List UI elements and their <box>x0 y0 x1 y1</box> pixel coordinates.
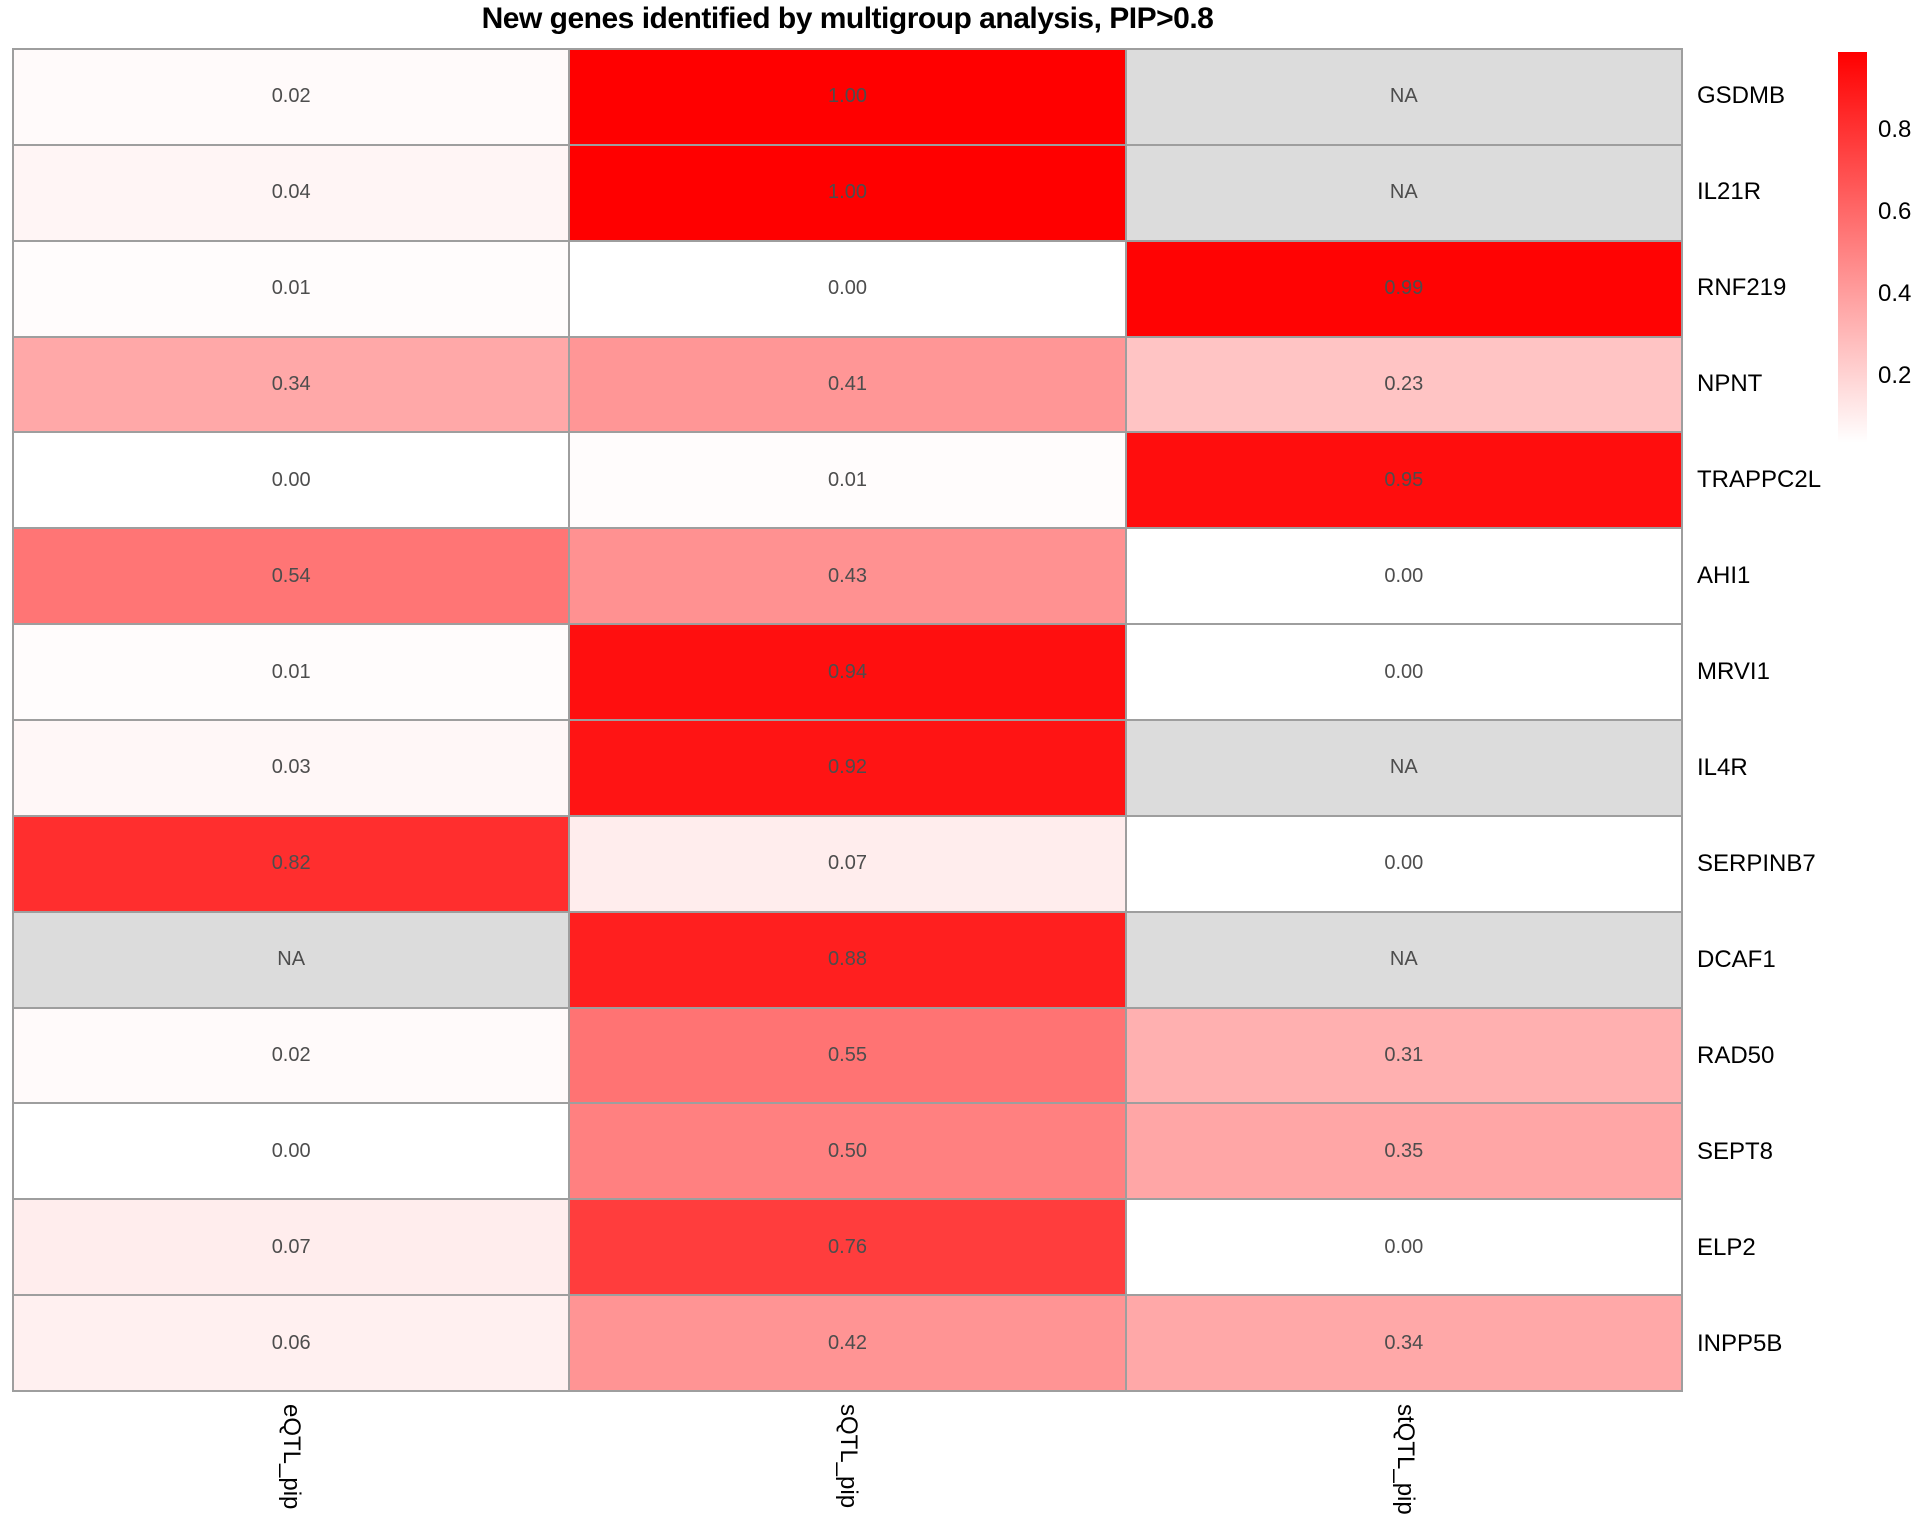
row-label-GSDMB: GSDMB <box>1697 82 1786 109</box>
row-label-NPNT: NPNT <box>1697 370 1763 397</box>
heatmap-cell-IL4R-sQTL_pip: 0.92 <box>570 720 1125 815</box>
chart-title: New genes identified by multigroup analy… <box>481 2 1214 35</box>
heatmap-cell-RAD50-stQTL_pip: 0.31 <box>1126 1008 1681 1103</box>
y-axis-gene-labels: GSDMB IL21R RNF219 NPNT TRAPPC2L AHI1 MRVI1 IL4… <box>1697 48 1821 1392</box>
heatmap-cell-GSDMB-stQTL_pip: NA <box>1126 50 1681 144</box>
row-label-IL4R: IL4R <box>1697 754 1748 781</box>
heatmap-cell-GSDMB-eQTL_pip: 0.02 <box>14 50 569 144</box>
heatmap-cell-RAD50-eQTL_pip: 0.02 <box>14 1008 569 1103</box>
heatmap-cell-MRVI1-stQTL_pip: 0.00 <box>1126 625 1681 719</box>
row-label-AHI1: AHI1 <box>1697 562 1751 589</box>
heatmap-cell-INPP5B-sQTL_pip: 0.42 <box>570 1296 1125 1390</box>
heatmap-cell-SEPT8-sQTL_pip: 0.50 <box>570 1104 1125 1199</box>
legend-colorbar <box>1838 52 1867 443</box>
heatmap-cell-TRAPPC2L-eQTL_pip: 0.00 <box>14 433 569 528</box>
col-label-stQTL_pip: stQTL_pip <box>1391 1404 1419 1515</box>
heatmap-cell-RNF219-eQTL_pip: 0.01 <box>14 241 569 336</box>
heatmap-cell-DCAF1-eQTL_pip: NA <box>14 912 569 1007</box>
heatmap-cell-IL21R-stQTL_pip: NA <box>1126 145 1681 240</box>
heatmap-cell-GSDMB-sQTL_pip: 1.00 <box>570 50 1125 144</box>
heatmap-cell-DCAF1-stQTL_pip: NA <box>1126 912 1681 1007</box>
row-label-RAD50: RAD50 <box>1697 1042 1775 1069</box>
heatmap-cell-NPNT-eQTL_pip: 0.34 <box>14 337 569 432</box>
heatmap-cell-AHI1-eQTL_pip: 0.54 <box>14 529 569 624</box>
heatmap-cell-RNF219-stQTL_pip: 0.99 <box>1126 241 1681 336</box>
heatmap-cell-SERPINB7-sQTL_pip: 0.07 <box>570 816 1125 911</box>
col-label-sQTL_pip: sQTL_pip <box>834 1404 862 1509</box>
heatmap-cell-IL21R-sQTL_pip: 1.00 <box>570 145 1125 240</box>
heatmap-cell-RNF219-sQTL_pip: 0.00 <box>570 241 1125 336</box>
heatmap-grid: 0.02 1.00 NA 0.04 1.00 NA 0.01 0.00 0.99 0.34 0.41… <box>12 48 1683 1392</box>
row-label-RNF219: RNF219 <box>1697 274 1787 301</box>
row-label-INPP5B: INPP5B <box>1697 1330 1783 1357</box>
heatmap-cell-TRAPPC2L-sQTL_pip: 0.01 <box>570 433 1125 528</box>
row-label-IL21R: IL21R <box>1697 178 1762 205</box>
row-label-MRVI1: MRVI1 <box>1697 658 1770 685</box>
heatmap-cell-SEPT8-stQTL_pip: 0.35 <box>1126 1104 1681 1199</box>
heatmap-cell-IL4R-eQTL_pip: 0.03 <box>14 720 569 815</box>
heatmap-cell-ELP2-eQTL_pip: 0.07 <box>14 1200 569 1295</box>
heatmap-cell-MRVI1-sQTL_pip: 0.94 <box>570 625 1125 719</box>
heatmap-cell-TRAPPC2L-stQTL_pip: 0.95 <box>1126 433 1681 528</box>
heatmap-cell-INPP5B-eQTL_pip: 0.06 <box>14 1296 569 1390</box>
heatmap-cell-ELP2-sQTL_pip: 0.76 <box>570 1200 1125 1295</box>
heatmap-cell-ELP2-stQTL_pip: 0.00 <box>1126 1200 1681 1295</box>
row-label-DCAF1: DCAF1 <box>1697 946 1776 973</box>
legend-tick-0.4: 0.4 <box>1878 280 1912 307</box>
row-label-SERPINB7: SERPINB7 <box>1697 850 1816 877</box>
heatmap-cell-NPNT-stQTL_pip: 0.23 <box>1126 337 1681 432</box>
heatmap-cell-RAD50-sQTL_pip: 0.55 <box>570 1008 1125 1103</box>
heatmap-cell-SEPT8-eQTL_pip: 0.00 <box>14 1104 569 1199</box>
legend-tick-0.2: 0.2 <box>1878 362 1912 389</box>
row-label-SEPT8: SEPT8 <box>1697 1138 1774 1165</box>
heatmap-cell-NPNT-sQTL_pip: 0.41 <box>570 337 1125 432</box>
legend-tick-0.8: 0.8 <box>1878 116 1912 143</box>
heatmap-cell-AHI1-stQTL_pip: 0.00 <box>1126 529 1681 624</box>
heatmap-cell-MRVI1-eQTL_pip: 0.01 <box>14 625 569 719</box>
legend-tick-0.6: 0.6 <box>1878 198 1912 225</box>
heatmap-cell-SERPINB7-stQTL_pip: 0.00 <box>1126 816 1681 911</box>
row-label-TRAPPC2L: TRAPPC2L <box>1697 466 1822 493</box>
heatmap-cell-INPP5B-stQTL_pip: 0.34 <box>1126 1296 1681 1390</box>
heatmap-cell-SERPINB7-eQTL_pip: 0.82 <box>14 816 569 911</box>
heatmap-cell-IL4R-stQTL_pip: NA <box>1126 720 1681 815</box>
heatmap-cell-IL21R-eQTL_pip: 0.04 <box>14 145 569 240</box>
heatmap-cell-AHI1-sQTL_pip: 0.43 <box>570 529 1125 624</box>
col-label-eQTL_pip: eQTL_pip <box>277 1404 305 1510</box>
row-label-ELP2: ELP2 <box>1697 1234 1756 1261</box>
heatmap-cell-DCAF1-sQTL_pip: 0.88 <box>570 912 1125 1007</box>
